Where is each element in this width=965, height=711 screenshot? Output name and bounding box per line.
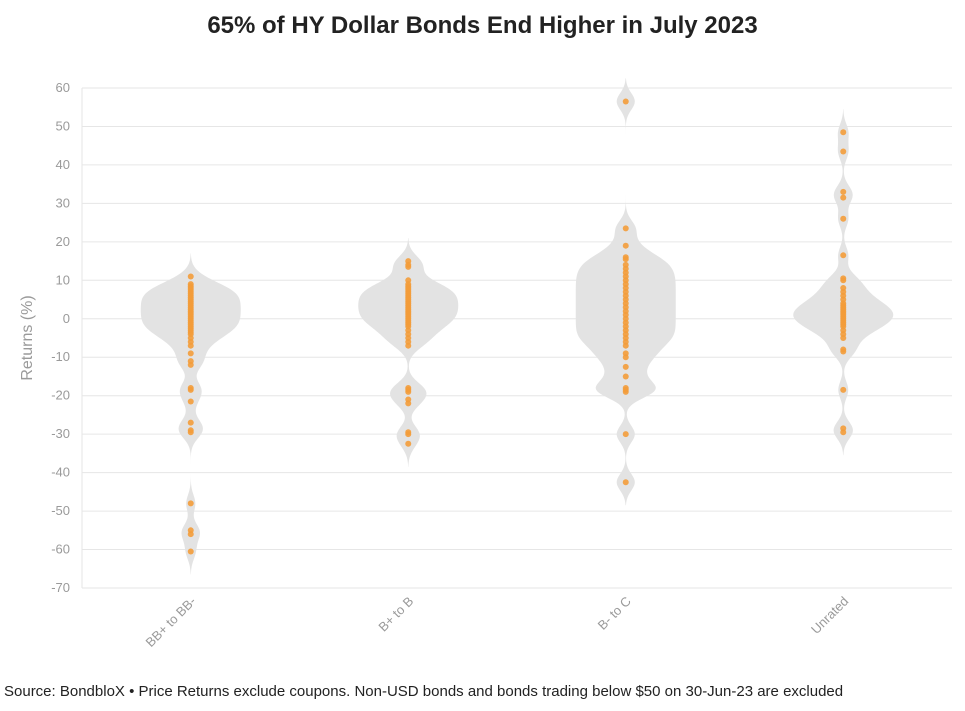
source-footnote: Source: BondbloX • Price Returns exclude… [4, 683, 844, 700]
data-point [405, 440, 412, 447]
data-point [840, 252, 847, 259]
data-point [622, 342, 629, 349]
data-point [187, 342, 194, 349]
data-point [187, 386, 194, 393]
data-point [840, 335, 847, 341]
data-point [187, 361, 194, 368]
x-tick-label: B+ to B [375, 594, 416, 635]
y-tick-label: 30 [56, 195, 70, 210]
x-tick-label: B- to C [595, 594, 634, 633]
data-point [187, 429, 194, 436]
y-tick-label: 50 [56, 118, 70, 133]
chart-title: 65% of HY Dollar Bonds End Higher in Jul… [207, 12, 758, 39]
data-point [840, 129, 847, 136]
data-point [187, 548, 194, 555]
data-point [622, 373, 629, 380]
violin-bb-to-bb- [140, 253, 241, 575]
y-axis-ticks: 60 50 40 30 20 10 0 -10 -20 -30 -40 -50 -60 -70 [51, 80, 70, 595]
y-tick-label: -70 [51, 580, 70, 595]
violin-b-to-b [358, 238, 459, 467]
data-point [187, 500, 194, 507]
data-point [622, 98, 629, 105]
y-tick-label: 40 [56, 157, 70, 172]
data-point [405, 388, 412, 395]
y-tick-label: -50 [51, 503, 70, 518]
data-point [187, 273, 194, 280]
y-axis-label: Returns (%) [19, 295, 36, 380]
data-point [187, 419, 194, 426]
data-point [187, 398, 194, 405]
data-point [622, 479, 629, 486]
data-points [187, 98, 847, 555]
x-tick-label: BB+ to BB- [143, 594, 199, 650]
data-point [187, 531, 194, 538]
grid-lines [81, 87, 952, 589]
y-tick-label: 60 [56, 80, 70, 95]
data-point [622, 354, 629, 361]
data-point [622, 256, 629, 263]
data-point [840, 194, 847, 201]
data-point [622, 431, 629, 438]
y-tick-label: 10 [56, 272, 70, 287]
y-tick-label: 20 [56, 234, 70, 249]
data-point [405, 342, 412, 349]
violins [140, 78, 894, 575]
data-point [840, 429, 847, 436]
y-tick-label: -10 [51, 349, 70, 364]
y-tick-label: -40 [51, 465, 70, 480]
data-point [622, 225, 629, 232]
y-tick-label: 0 [63, 311, 70, 326]
data-point [405, 263, 412, 270]
data-point [840, 277, 847, 284]
x-axis-ticks: BB+ to BB- B+ to B B- to C Unrated [143, 594, 852, 650]
data-point [405, 400, 412, 407]
data-point [622, 388, 629, 395]
data-point [622, 242, 629, 249]
data-point [840, 386, 847, 393]
data-point [840, 348, 847, 355]
x-tick-label: Unrated [808, 594, 851, 637]
data-point [187, 350, 194, 357]
y-tick-label: -20 [51, 388, 70, 403]
data-point [405, 431, 412, 438]
data-point [840, 188, 847, 195]
data-point [840, 148, 847, 155]
data-point [840, 215, 847, 222]
y-tick-label: -60 [51, 542, 70, 557]
y-tick-label: -30 [51, 426, 70, 441]
data-point [622, 363, 629, 370]
